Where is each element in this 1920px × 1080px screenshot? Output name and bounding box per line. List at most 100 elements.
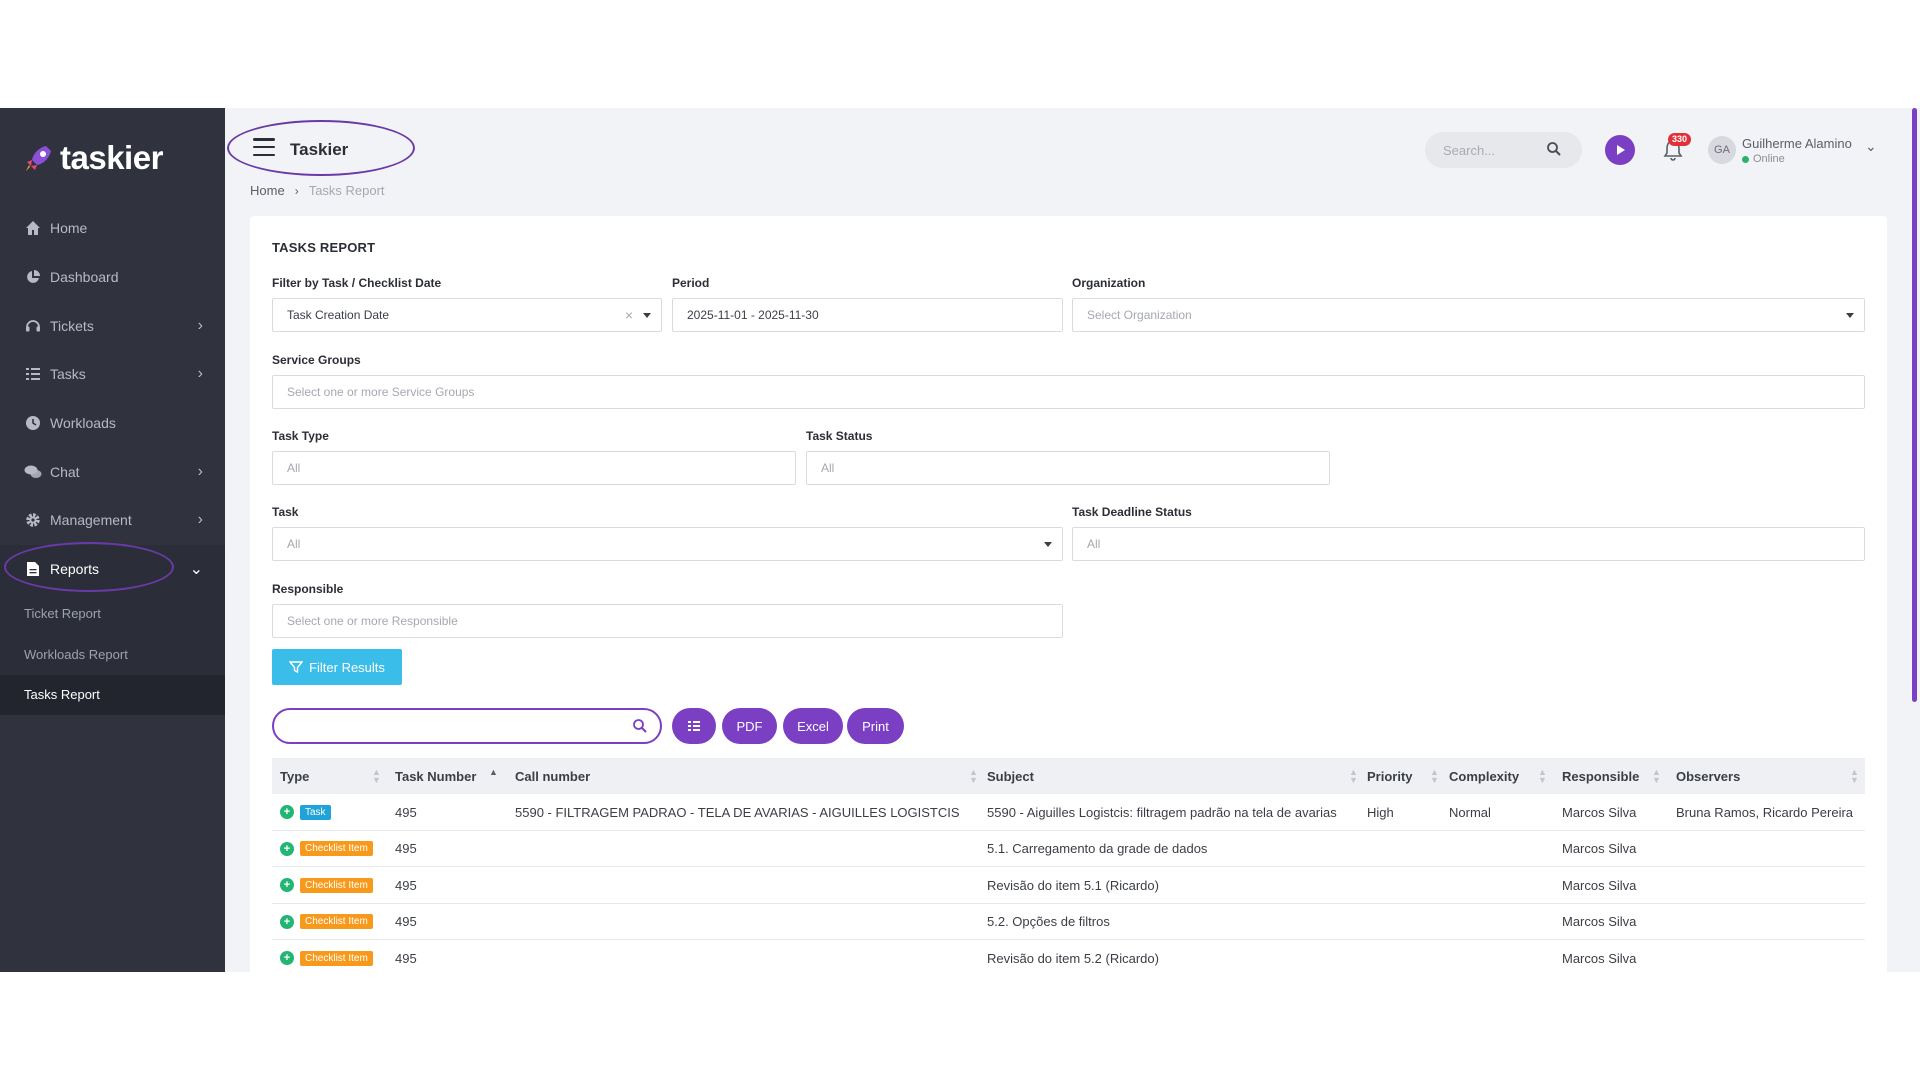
sidebar-item-workloads[interactable]: Workloads bbox=[0, 399, 225, 448]
page-scrollbar[interactable] bbox=[1912, 108, 1917, 702]
date-filter-select[interactable]: Task Creation Date × bbox=[272, 298, 662, 332]
search-icon[interactable] bbox=[1546, 141, 1562, 157]
task-type-label: Task Type bbox=[272, 429, 329, 443]
clock-icon bbox=[24, 414, 42, 432]
play-icon bbox=[1617, 145, 1625, 155]
print-button[interactable]: Print bbox=[847, 708, 904, 744]
sidebar-subitem-workloads-report[interactable]: Workloads Report bbox=[24, 646, 128, 662]
home-icon bbox=[24, 219, 42, 237]
sidebar-item-chat[interactable]: Chat › bbox=[0, 447, 225, 496]
sort-icon[interactable]: ▲ ▼ bbox=[372, 767, 381, 785]
sidebar-item-label: Tasks bbox=[50, 366, 86, 383]
column-header-priority[interactable]: Priority bbox=[1367, 768, 1413, 784]
pdf-export-button[interactable]: PDF bbox=[722, 708, 777, 744]
sidebar-item-tasks[interactable]: Tasks › bbox=[0, 350, 225, 399]
clear-icon[interactable]: × bbox=[624, 307, 633, 323]
sort-icon[interactable]: ▲ ▼ bbox=[1538, 767, 1547, 785]
complexity-cell: Normal bbox=[1449, 804, 1491, 820]
search-icon bbox=[633, 719, 647, 733]
columns-icon bbox=[688, 721, 700, 731]
sort-icon[interactable]: ▲ ▼ bbox=[1430, 767, 1439, 785]
service-groups-select[interactable]: Select one or more Service Groups bbox=[272, 375, 1865, 409]
filter-results-label: Filter Results bbox=[309, 659, 385, 675]
table-search-input[interactable] bbox=[272, 708, 662, 744]
period-input[interactable]: 2025-11-01 - 2025-11-30 bbox=[672, 298, 1063, 332]
subject-cell: 5590 - Aiguilles Logistcis: filtragem pa… bbox=[987, 804, 1337, 820]
app-window: taskier Home Dashboard Tickets › bbox=[0, 108, 1920, 972]
reports-submenu: Ticket Report Workloads Report Tasks Rep… bbox=[0, 593, 225, 716]
hamburger-menu-icon[interactable] bbox=[253, 138, 275, 156]
responsible-select[interactable]: Select one or more Responsible bbox=[272, 604, 1063, 638]
sidebar-item-management[interactable]: Management › bbox=[0, 496, 225, 545]
expand-row-icon[interactable]: + bbox=[280, 914, 294, 929]
sidebar-item-reports[interactable]: Reports ⌄ bbox=[0, 544, 225, 594]
column-header-responsible[interactable]: Responsible bbox=[1562, 768, 1640, 784]
task-number-cell: 495 bbox=[395, 950, 417, 966]
headset-icon bbox=[24, 317, 42, 335]
task-select[interactable]: All bbox=[272, 527, 1063, 561]
chevron-right-icon: › bbox=[197, 316, 203, 334]
deadline-status-select[interactable]: All bbox=[1072, 527, 1865, 561]
responsible-cell: Marcos Silva bbox=[1562, 914, 1637, 929]
sidebar-item-label: Chat bbox=[50, 463, 80, 480]
call-number-cell: 5590 - FILTRAGEM PADRAO - TELA DE AVARIA… bbox=[515, 804, 960, 820]
play-button[interactable] bbox=[1605, 135, 1635, 165]
responsible-label: Responsible bbox=[272, 582, 344, 596]
sort-icon[interactable]: ▲ ▼ bbox=[1349, 767, 1358, 785]
sort-icon[interactable]: ▲ ▼ bbox=[969, 767, 978, 785]
tasks-table: Type ▲ ▼ Task Number ▲ Call number ▲ ▼ Sub… bbox=[272, 758, 1865, 972]
expand-row-icon[interactable]: + bbox=[280, 878, 294, 892]
sidebar-subitem-tasks-report[interactable]: Tasks Report bbox=[0, 674, 225, 716]
logo[interactable]: taskier bbox=[24, 138, 163, 178]
table-row[interactable]: + Checklist Item 495 5.2. Opções de filtr… bbox=[272, 904, 1865, 940]
deadline-status-placeholder: All bbox=[1087, 537, 1101, 551]
expand-row-icon[interactable]: + bbox=[280, 841, 294, 856]
table-row[interactable]: + Checklist Item 495 Revisão do item 5.1 … bbox=[272, 867, 1865, 904]
column-header-observers[interactable]: Observers bbox=[1676, 768, 1741, 784]
sort-icon[interactable]: ▲ ▼ bbox=[1850, 767, 1859, 785]
task-type-select[interactable]: All bbox=[272, 451, 796, 485]
service-groups-label: Service Groups bbox=[272, 353, 361, 367]
columns-toggle-button[interactable] bbox=[672, 708, 716, 744]
organization-select[interactable]: Select Organization bbox=[1072, 298, 1865, 332]
breadcrumb-current: Tasks Report bbox=[308, 183, 385, 198]
expand-row-icon[interactable]: + bbox=[280, 951, 294, 965]
caret-down-icon bbox=[1044, 542, 1052, 547]
sort-icon[interactable]: ▲ ▼ bbox=[1652, 767, 1661, 785]
sidebar-item-tickets[interactable]: Tickets › bbox=[0, 301, 225, 350]
task-status-label: Task Status bbox=[806, 429, 873, 443]
responsible-cell: Marcos Silva bbox=[1562, 841, 1637, 856]
column-header-call-number[interactable]: Call number bbox=[515, 768, 591, 784]
responsible-cell: Marcos Silva bbox=[1562, 950, 1637, 966]
gear-icon bbox=[24, 511, 42, 529]
sort-asc-icon[interactable]: ▲ bbox=[489, 767, 498, 777]
tasks-report-card: TASKS REPORT Filter by Task / Checklist … bbox=[250, 216, 1887, 972]
chevron-down-icon[interactable]: ⌄ bbox=[1865, 138, 1877, 154]
user-name[interactable]: Guilherme Alamino bbox=[1742, 136, 1852, 151]
column-header-task-number[interactable]: Task Number bbox=[395, 768, 477, 784]
breadcrumb-home[interactable]: Home bbox=[250, 183, 285, 198]
brand-name: taskier bbox=[60, 139, 163, 176]
expand-row-icon[interactable]: + bbox=[280, 805, 294, 819]
table-row[interactable]: + Checklist Item 495 5.1. Carregamento da… bbox=[272, 831, 1865, 867]
subject-cell: Revisão do item 5.2 (Ricardo) bbox=[987, 950, 1159, 966]
sidebar-item-label: Home bbox=[50, 220, 88, 237]
table-row[interactable]: + Task 495 5590 - FILTRAGEM PADRAO - TELA… bbox=[272, 794, 1865, 831]
sidebar-item-dashboard[interactable]: Dashboard bbox=[0, 253, 225, 302]
chevron-right-icon: › bbox=[197, 511, 203, 529]
global-search-input[interactable]: Search... bbox=[1425, 132, 1582, 168]
filter-icon bbox=[289, 661, 304, 674]
organization-placeholder: Select Organization bbox=[1087, 308, 1192, 322]
column-header-subject[interactable]: Subject bbox=[987, 768, 1034, 784]
sidebar-subitem-ticket-report[interactable]: Ticket Report bbox=[24, 606, 101, 622]
sidebar-item-home[interactable]: Home bbox=[0, 204, 225, 253]
column-header-complexity[interactable]: Complexity bbox=[1449, 768, 1520, 784]
column-header-type[interactable]: Type bbox=[280, 768, 310, 784]
table-row[interactable]: + Checklist Item 495 Revisão do item 5.2 … bbox=[272, 940, 1865, 972]
filter-results-button[interactable]: Filter Results bbox=[272, 649, 402, 685]
rocket-logo-icon bbox=[26, 146, 51, 171]
excel-export-button[interactable]: Excel bbox=[783, 708, 843, 744]
type-badge: Checklist Item bbox=[300, 877, 373, 893]
task-status-select[interactable]: All bbox=[806, 451, 1330, 485]
avatar[interactable]: GA bbox=[1708, 136, 1736, 164]
